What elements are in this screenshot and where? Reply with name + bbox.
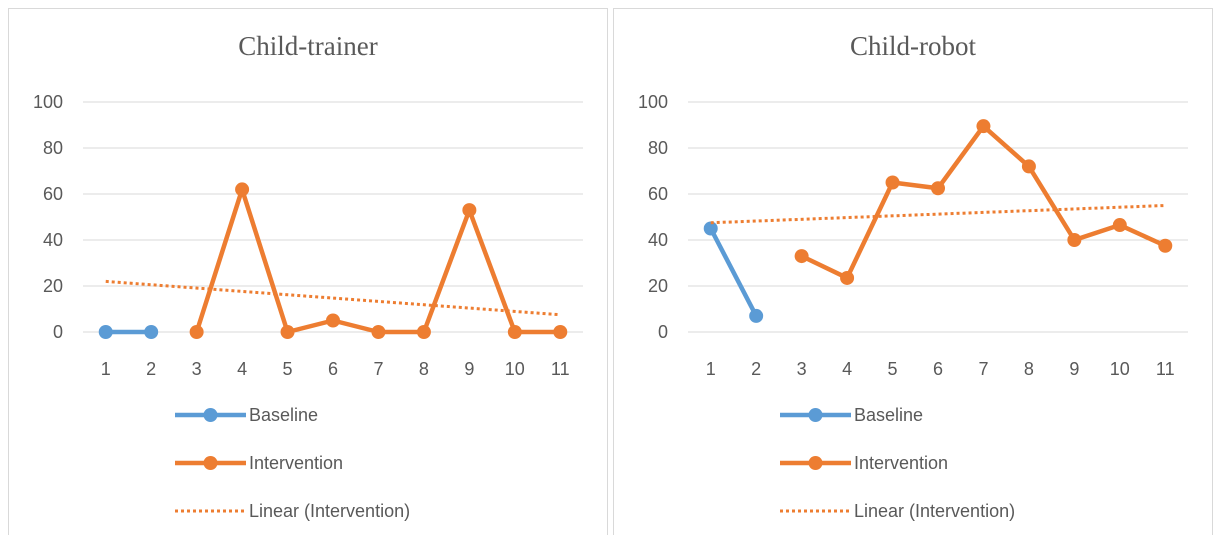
x-tick-label: 11 bbox=[551, 359, 570, 379]
legend-label: Intervention bbox=[249, 453, 343, 473]
y-tick-label: 60 bbox=[648, 184, 668, 204]
data-point bbox=[976, 119, 991, 134]
x-tick-label: 11 bbox=[1156, 359, 1175, 379]
data-point bbox=[794, 249, 809, 264]
legend-label: Baseline bbox=[854, 405, 923, 425]
data-point bbox=[462, 203, 477, 218]
series-line bbox=[708, 227, 759, 317]
y-tick-label: 0 bbox=[658, 322, 668, 342]
legend-label: Baseline bbox=[249, 405, 318, 425]
data-point bbox=[553, 325, 568, 339]
y-tick-label: 80 bbox=[648, 138, 668, 158]
data-point bbox=[1112, 218, 1127, 233]
y-tick-label: 20 bbox=[43, 276, 63, 296]
x-tick-label: 1 bbox=[706, 359, 716, 379]
legend-marker bbox=[203, 456, 218, 470]
x-tick-label: 2 bbox=[751, 359, 761, 379]
x-tick-label: 9 bbox=[464, 359, 474, 379]
x-tick-label: 5 bbox=[283, 359, 293, 379]
chart-title: Child-robot bbox=[850, 31, 976, 61]
data-point bbox=[189, 325, 204, 339]
y-tick-label: 100 bbox=[638, 92, 668, 112]
x-tick-label: 8 bbox=[1024, 359, 1034, 379]
data-point bbox=[885, 175, 900, 190]
data-point bbox=[280, 325, 295, 339]
data-point bbox=[326, 313, 340, 328]
data-point bbox=[98, 325, 113, 339]
x-tick-label: 6 bbox=[933, 359, 943, 379]
data-point bbox=[235, 182, 250, 197]
chart-title: Child-trainer bbox=[238, 31, 378, 61]
legend-marker bbox=[203, 408, 218, 422]
chart-canvas: 0 20 40 60 80 100 1 2 3 4 5 6 7 8 9 10 11 Baseline Interve… bbox=[33, 92, 583, 521]
data-point bbox=[703, 221, 718, 236]
data-point bbox=[1067, 233, 1082, 247]
x-tick-label: 8 bbox=[419, 359, 429, 379]
data-point bbox=[416, 325, 431, 339]
x-tick-label: 10 bbox=[505, 359, 525, 379]
series-line bbox=[194, 187, 561, 335]
x-tick-label: 7 bbox=[978, 359, 988, 379]
data-point bbox=[371, 325, 386, 339]
chart-panel-child-trainer: Child-trainer 0 20 40 60 80 100 1 2 3 4 5 6 7 8 9 10 11 B… bbox=[8, 8, 608, 535]
chart-canvas: 0 20 40 60 80 100 1 2 3 4 5 6 7 8 9 10 11 Baseline Interve… bbox=[638, 92, 1188, 521]
y-tick-label: 0 bbox=[53, 322, 63, 342]
x-tick-label: 4 bbox=[842, 359, 852, 379]
data-point bbox=[507, 325, 522, 339]
legend-label: Linear (Intervention) bbox=[249, 501, 410, 521]
x-tick-label: 3 bbox=[192, 359, 202, 379]
x-tick-label: 9 bbox=[1069, 359, 1079, 379]
data-point bbox=[840, 270, 855, 285]
x-tick-label: 4 bbox=[237, 359, 247, 379]
data-point bbox=[144, 325, 159, 339]
data-point bbox=[749, 308, 764, 323]
data-point bbox=[1158, 238, 1173, 253]
chart-panel-child-robot: Child-robot 0 20 40 60 80 100 1 2 3 4 5 6 7 8 9 10 11 Bas… bbox=[613, 8, 1213, 535]
x-tick-label: 2 bbox=[146, 359, 156, 379]
x-tick-label: 10 bbox=[1110, 359, 1130, 379]
trendline bbox=[105, 279, 561, 317]
data-point bbox=[931, 181, 945, 196]
x-tick-label: 7 bbox=[373, 359, 383, 379]
legend-label: Linear (Intervention) bbox=[854, 501, 1015, 521]
y-tick-label: 40 bbox=[43, 230, 63, 250]
legend-label: Intervention bbox=[854, 453, 948, 473]
y-tick-label: 80 bbox=[43, 138, 63, 158]
series-line bbox=[800, 123, 1167, 281]
legend-marker bbox=[808, 456, 823, 470]
x-tick-label: 3 bbox=[797, 359, 807, 379]
x-tick-label: 5 bbox=[888, 359, 898, 379]
y-tick-label: 20 bbox=[648, 276, 668, 296]
y-tick-label: 60 bbox=[43, 184, 63, 204]
y-tick-label: 40 bbox=[648, 230, 668, 250]
x-tick-label: 6 bbox=[328, 359, 338, 379]
x-tick-label: 1 bbox=[101, 359, 111, 379]
legend-marker bbox=[808, 408, 823, 422]
y-tick-label: 100 bbox=[33, 92, 63, 112]
trendline bbox=[710, 204, 1166, 225]
data-point bbox=[1021, 159, 1036, 174]
